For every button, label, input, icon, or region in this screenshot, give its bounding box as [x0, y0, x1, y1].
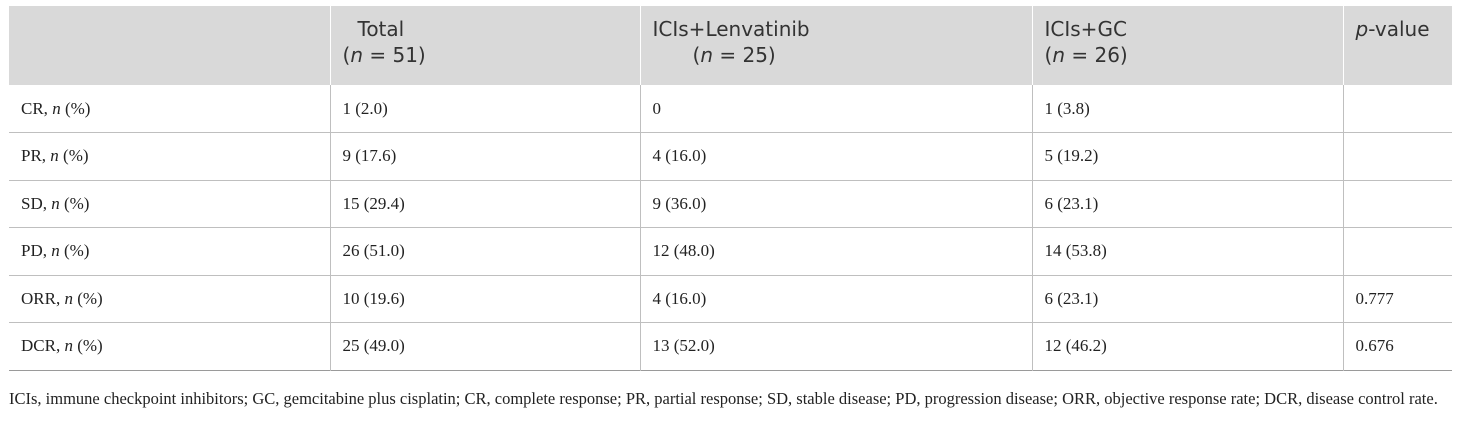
row-label: PR, n (%): [9, 133, 330, 181]
row-label-pre: CR,: [21, 98, 53, 118]
cell-gc: 1 (3.8): [1031, 85, 1343, 133]
row-label-post: (%): [60, 98, 91, 118]
row-label-post: (%): [58, 146, 89, 166]
header-total-value: = 51): [363, 43, 426, 67]
header-lenvatinib-paren: (: [692, 43, 701, 67]
row-label: ORR, n (%): [9, 275, 330, 323]
cell-pvalue: 0.676: [1342, 322, 1452, 370]
row-label-post: (%): [59, 193, 90, 213]
table-header-row: Total (n = 51) ICIs+Lenvatinib (n = 25) …: [9, 6, 1452, 85]
header-total-paren: (: [342, 43, 351, 67]
header-lenvatinib-title: ICIs+Lenvatinib: [652, 17, 810, 41]
cell-gc: 12 (46.2): [1031, 322, 1343, 370]
header-empty: [9, 6, 330, 85]
header-gc-paren: (: [1044, 43, 1053, 67]
row-label-n: n: [51, 241, 60, 261]
cell-gc: 6 (23.1): [1031, 180, 1343, 228]
table-footnote: ICIs, immune checkpoint inhibitors; GC, …: [9, 389, 1438, 408]
row-label-pre: PD,: [21, 241, 52, 261]
row-label: CR, n (%): [9, 85, 330, 133]
cell-total: 25 (49.0): [329, 322, 640, 370]
row-label-pre: SD,: [21, 193, 52, 213]
row-label-post: (%): [59, 241, 90, 261]
header-gc-title: ICIs+GC: [1044, 17, 1127, 41]
row-label: PD, n (%): [9, 228, 330, 276]
header-total-n: n: [350, 43, 363, 67]
row-label: DCR, n (%): [9, 323, 330, 371]
cell-gc: 5 (19.2): [1031, 132, 1343, 180]
row-label-n: n: [51, 193, 60, 213]
cell-total: 26 (51.0): [329, 227, 640, 275]
cell-total: 1 (2.0): [329, 85, 640, 133]
cell-pvalue: [1342, 132, 1452, 180]
row-label-pre: PR,: [21, 146, 51, 166]
header-lenvatinib-n: n: [700, 43, 713, 67]
row-label-post: (%): [72, 336, 103, 356]
header-gc-value: = 26): [1065, 43, 1128, 67]
header-pvalue: p-value: [1342, 6, 1452, 85]
response-table-container: Total (n = 51) ICIs+Lenvatinib (n = 25) …: [9, 6, 1452, 371]
response-table: Total (n = 51) ICIs+Lenvatinib (n = 25) …: [9, 6, 1452, 371]
header-gc-count: (n = 26): [1045, 42, 1331, 68]
header-total-title: Total: [357, 17, 405, 41]
cell-pvalue: [1342, 227, 1452, 275]
table-row: PD, n (%) 26 (51.0) 12 (48.0) 14 (53.8): [9, 227, 1452, 276]
cell-total: 9 (17.6): [329, 132, 640, 180]
cell-gc: 14 (53.8): [1031, 227, 1343, 275]
header-total: Total (n = 51): [329, 6, 640, 85]
table-row: DCR, n (%) 25 (49.0) 13 (52.0) 12 (46.2)…: [9, 322, 1452, 371]
cell-total: 10 (19.6): [329, 275, 640, 323]
cell-total: 15 (29.4): [329, 180, 640, 228]
cell-lenvatinib: 4 (16.0): [639, 132, 1032, 180]
cell-lenvatinib: 9 (36.0): [639, 180, 1032, 228]
cell-pvalue: [1342, 85, 1452, 133]
table-row: ORR, n (%) 10 (19.6) 4 (16.0) 6 (23.1) 0…: [9, 275, 1452, 323]
row-label-pre: ORR,: [21, 288, 65, 308]
row-label: SD, n (%): [9, 180, 330, 228]
header-lenvatinib: ICIs+Lenvatinib (n = 25): [639, 6, 1032, 85]
header-lenvatinib-value: = 25): [713, 43, 776, 67]
cell-pvalue: 0.777: [1342, 275, 1452, 323]
row-label-n: n: [64, 288, 73, 308]
row-label-n: n: [50, 146, 59, 166]
header-pvalue-suffix: -value: [1368, 17, 1430, 41]
cell-lenvatinib: 13 (52.0): [639, 322, 1032, 370]
row-label-pre: DCR,: [21, 336, 65, 356]
table-row: PR, n (%) 9 (17.6) 4 (16.0) 5 (19.2): [9, 132, 1452, 181]
table-row: SD, n (%) 15 (29.4) 9 (36.0) 6 (23.1): [9, 180, 1452, 228]
cell-gc: 6 (23.1): [1031, 275, 1343, 323]
table-row: CR, n (%) 1 (2.0) 0 1 (3.8): [9, 85, 1452, 133]
row-label-post: (%): [72, 288, 103, 308]
header-lenvatinib-count: (n = 25): [653, 42, 1020, 68]
header-pvalue-p: p: [1355, 17, 1369, 41]
header-pvalue-title: p-value: [1356, 16, 1441, 42]
cell-lenvatinib: 12 (48.0): [639, 227, 1032, 275]
header-gc-n: n: [1052, 43, 1065, 67]
header-gc: ICIs+GC (n = 26): [1031, 6, 1343, 85]
cell-lenvatinib: 4 (16.0): [639, 275, 1032, 323]
cell-lenvatinib: 0: [639, 85, 1032, 133]
row-label-n: n: [64, 336, 73, 356]
cell-pvalue: [1342, 180, 1452, 228]
row-label-n: n: [52, 98, 61, 118]
header-total-count: (n = 51): [343, 42, 628, 68]
